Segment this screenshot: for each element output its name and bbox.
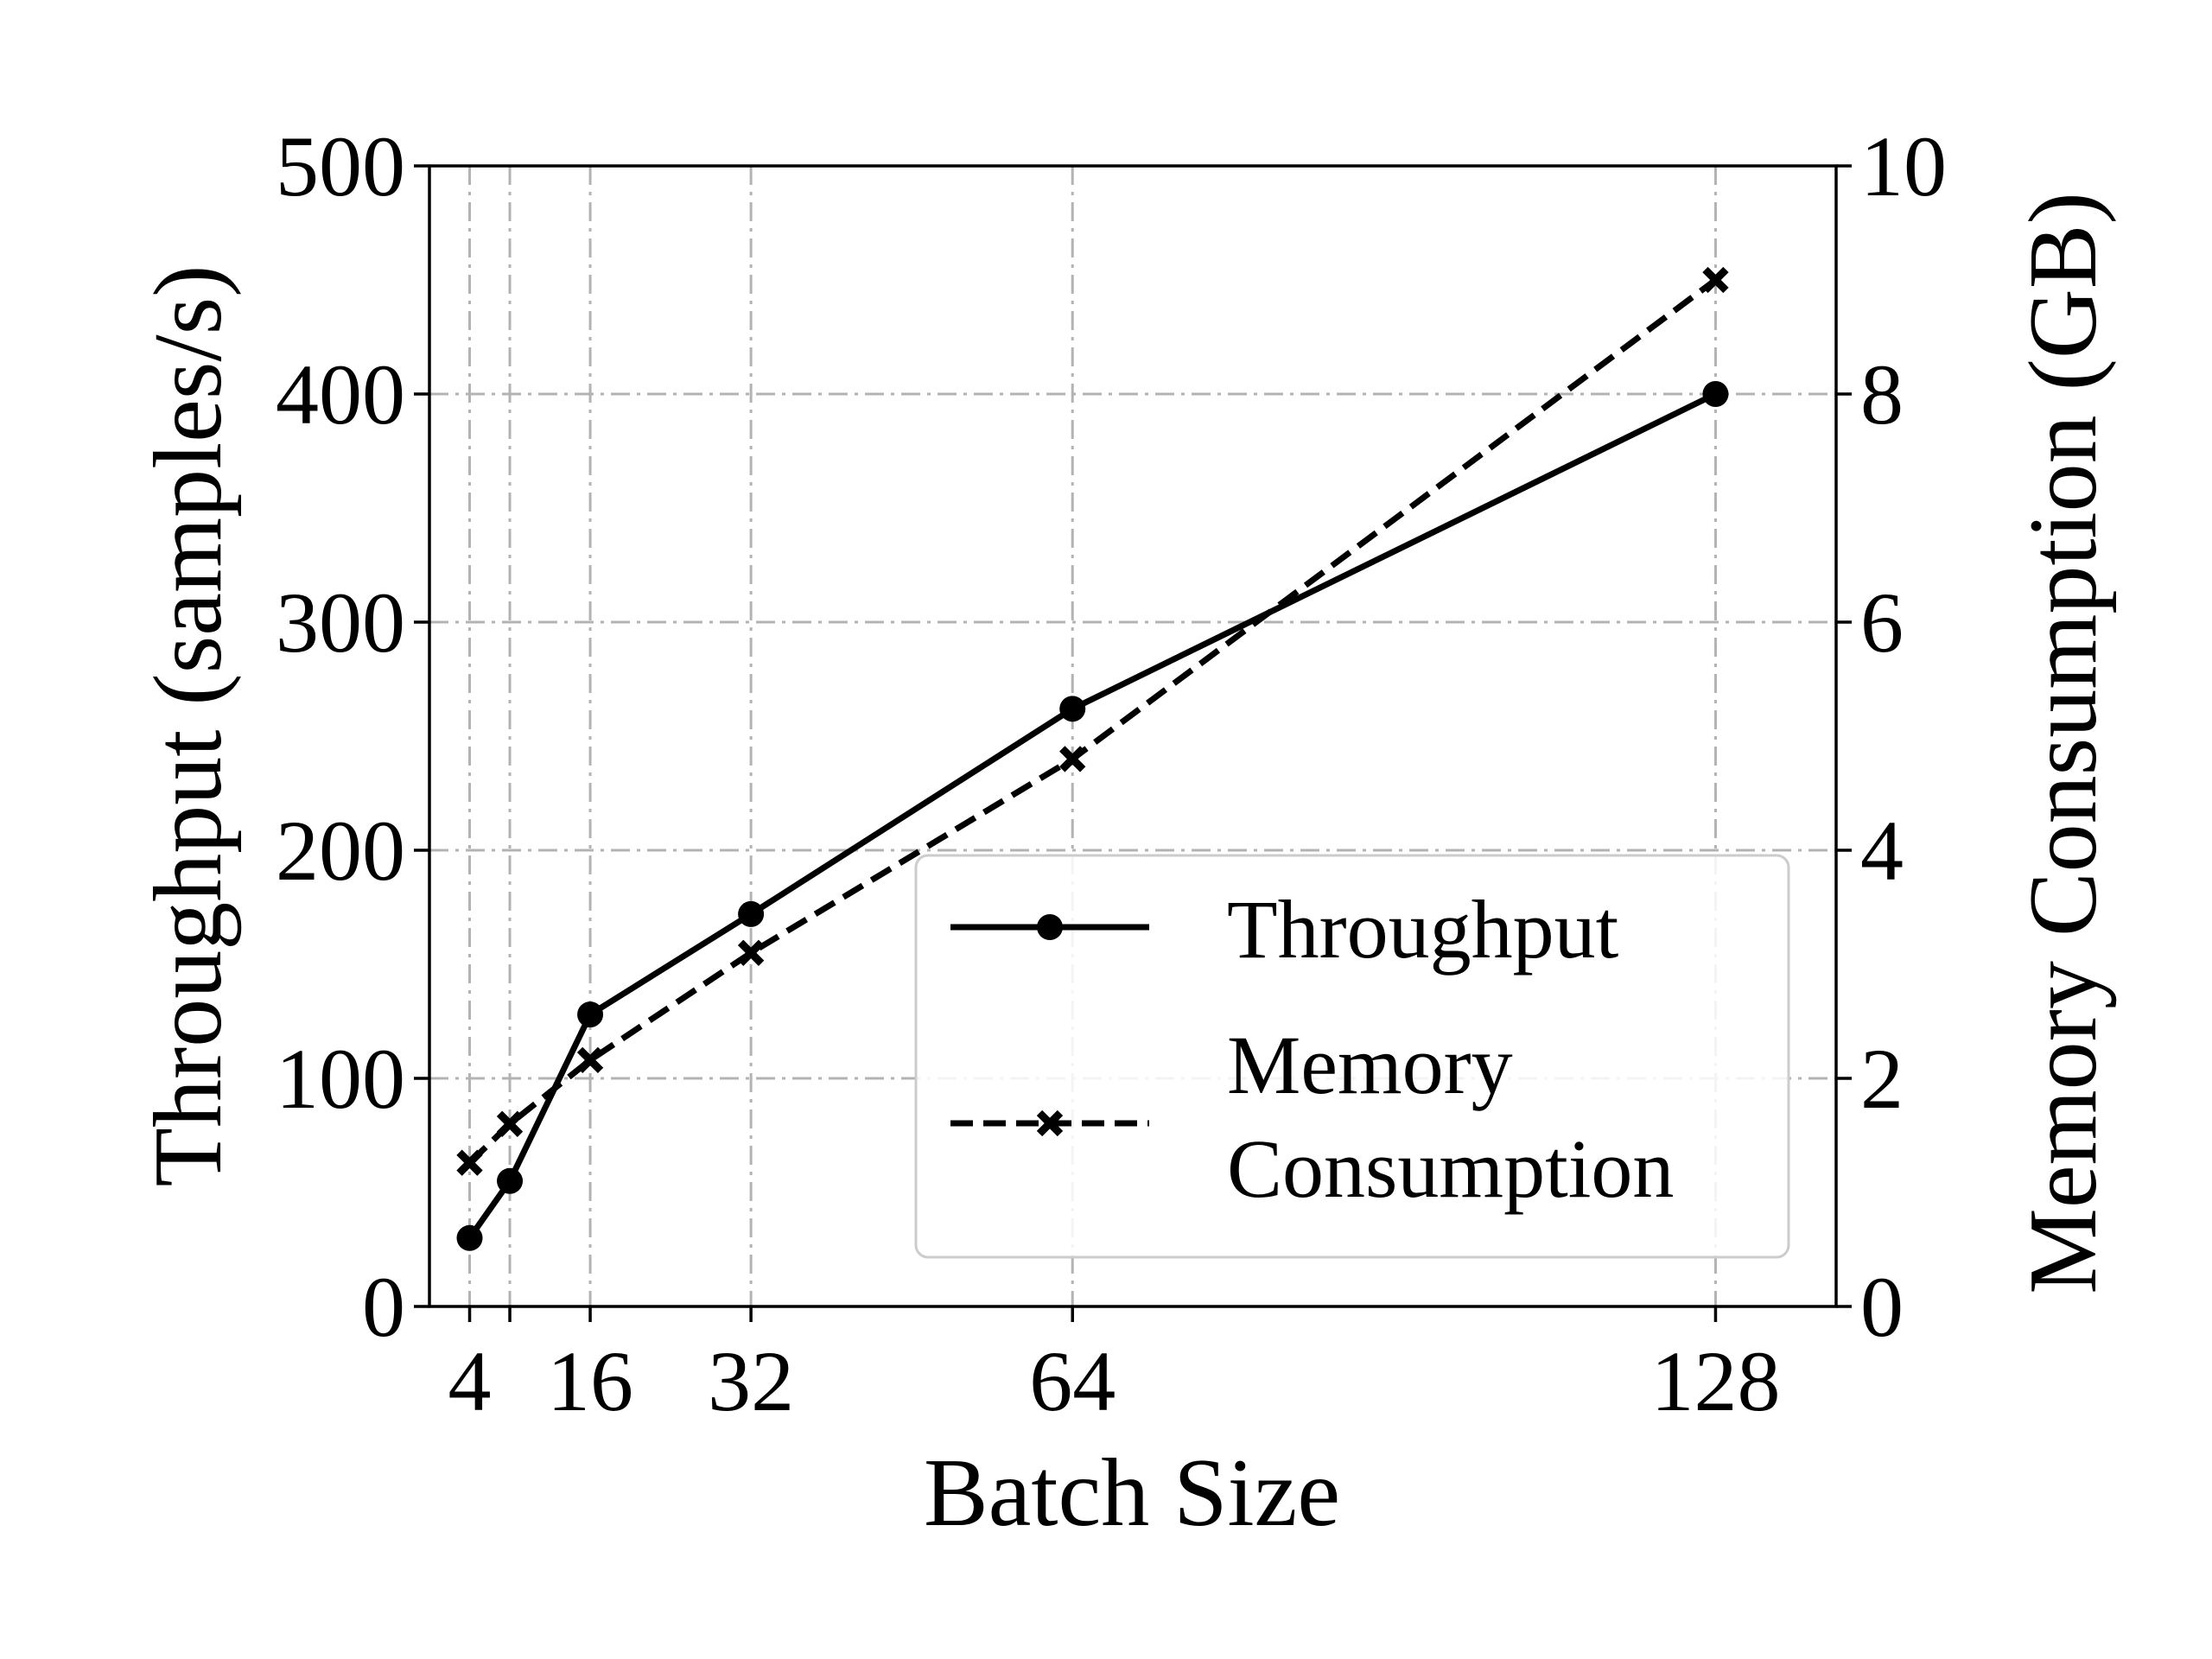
- y-left-tick-label-4: 400: [276, 346, 405, 442]
- legend-memory-label-line1: Memory: [1227, 1019, 1513, 1111]
- y-axis-right-title: Memory Consumption (GB): [2010, 192, 2117, 1294]
- x-tick-label-3: 64: [1029, 1333, 1116, 1429]
- y-right-tick-label-3: 6: [1860, 575, 1904, 671]
- series-1-point-3: [737, 939, 765, 966]
- series-0-point-3: [738, 900, 765, 927]
- grid: [429, 164, 1836, 1308]
- series-1-point-1: [496, 1110, 524, 1137]
- legend-throughput-label: Throughput: [1227, 883, 1619, 976]
- series-layer: [456, 266, 1729, 1251]
- y-right-tick-label-2: 4: [1860, 803, 1904, 899]
- y-axis-left-title: Throughput (samples/s): [135, 265, 242, 1187]
- series-1-point-2: [576, 1046, 604, 1074]
- x-tick-label-2: 32: [708, 1333, 794, 1429]
- series-1-point-5: [1702, 266, 1729, 294]
- x-tick-label-4: 128: [1650, 1333, 1780, 1429]
- legend-throughput-marker: [1037, 914, 1063, 940]
- series-0-point-0: [456, 1224, 483, 1251]
- tick-labels: 4 16 32 64 128 0 100 200 300 400 500 0 2 4 6 8 10: [276, 118, 1947, 1429]
- series-0-point-1: [497, 1167, 524, 1194]
- series-0-point-5: [1702, 381, 1729, 407]
- x-axis-title: Batch Size: [924, 1440, 1340, 1547]
- legend-memory-marker: [1036, 1109, 1064, 1137]
- y-left-tick-label-5: 500: [276, 118, 405, 214]
- y-right-tick-label-1: 2: [1860, 1031, 1904, 1127]
- legend-memory-label-line2: Consumption: [1227, 1122, 1674, 1215]
- axes: [414, 164, 1852, 1322]
- y-right-tick-label-4: 8: [1860, 346, 1904, 442]
- plot-frame: [428, 164, 1838, 1308]
- y-left-tick-label-1: 100: [276, 1031, 405, 1127]
- series-0-point-4: [1059, 696, 1086, 722]
- legend-box: [914, 854, 1790, 1259]
- y-left-tick-label-2: 200: [276, 803, 405, 899]
- legend: Throughput Memory Consumption: [914, 854, 1790, 1259]
- y-left-tick-label-0: 0: [362, 1259, 405, 1355]
- x-tick-label-0: 4: [448, 1333, 492, 1429]
- x-tick-label-1: 16: [547, 1333, 633, 1429]
- y-left-tick-label-3: 300: [276, 575, 405, 671]
- y-right-tick-label-5: 10: [1860, 118, 1947, 214]
- series-1-point-4: [1059, 746, 1086, 772]
- y-right-tick-label-0: 0: [1860, 1259, 1904, 1355]
- series-0-point-2: [577, 1001, 604, 1028]
- series-1-point-0: [456, 1149, 483, 1176]
